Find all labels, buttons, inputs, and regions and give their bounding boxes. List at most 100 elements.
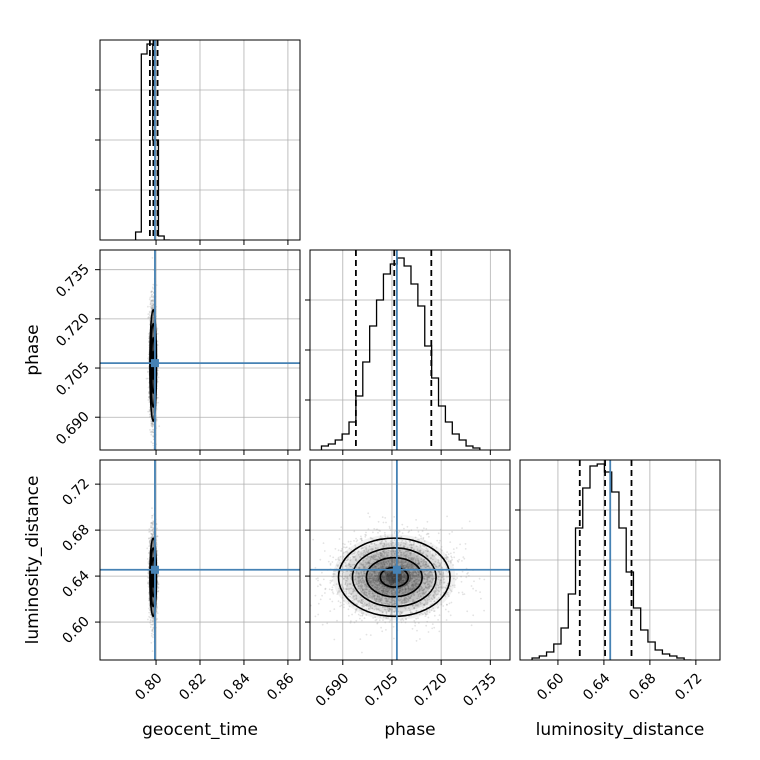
scatter-point [152,555,155,558]
scatter-point [152,395,155,398]
scatter-point [152,393,155,396]
scatter-point [150,536,153,539]
scatter-point [152,598,155,600]
scatter-point [147,391,150,393]
scatter-point [152,332,155,334]
scatter-point [156,550,159,552]
scatter-point [156,535,159,538]
scatter-point [152,394,155,397]
scatter-point [152,410,154,413]
scatter-point [152,332,155,335]
y-tick-label: 0.720 [53,310,93,350]
scatter-point [151,413,154,416]
scatter-point [147,386,150,389]
scatter-point [148,311,151,314]
scatter-point [152,608,155,611]
scatter-point [150,532,152,535]
scatter-point [152,332,155,335]
scatter-point [151,619,154,622]
scatter-point [152,329,155,332]
scatter-point [147,562,150,564]
scatter-point [152,597,154,599]
scatter-point [152,597,154,600]
scatter-point [150,291,153,294]
scatter-point [151,535,154,537]
scatter-point [152,409,155,412]
scatter-point [152,320,154,323]
scatter-point [148,408,151,411]
scatter-point [152,335,154,337]
scatter-point [148,409,151,412]
scatter-point [152,349,155,352]
scatter-point [156,554,159,557]
scatter-point [152,636,154,639]
scatter-point [157,583,160,585]
histogram-phase [320,257,481,450]
scatter-point [151,542,154,545]
scatter-point [152,544,155,547]
scatter-point [151,302,153,305]
scatter-point [147,572,150,574]
scatter-point [152,544,154,547]
scatter-point [147,581,150,584]
scatter-point [150,524,153,527]
scatter-point [147,371,149,374]
scatter-point [148,410,151,413]
scatter-point [152,380,155,382]
scatter-point [151,305,154,307]
scatter-point [152,319,154,322]
scatter-point [151,305,154,307]
scatter-point [155,427,158,429]
scatter-point [151,630,154,632]
scatter-point [152,415,155,418]
scatter-point [152,409,155,412]
scatter-point [152,555,155,558]
scatter-point [147,582,149,585]
scatter-point [152,528,155,531]
scatter-point [152,333,155,335]
scatter-point [152,409,155,412]
scatter-point [155,618,158,621]
scatter-point [152,334,154,337]
scatter-point [150,300,153,303]
scatter-point [152,588,155,591]
scatter-point [151,409,154,411]
scatter-point [152,555,154,558]
scatter-point [147,357,150,360]
scatter-point [157,587,160,589]
scatter-point [148,319,151,321]
scatter-point [155,523,158,525]
scatter-point [152,349,155,351]
scatter-point [152,283,155,286]
scatter-point [151,317,154,320]
scatter-point [149,536,152,539]
scatter-point [151,545,154,547]
scatter-point [152,314,155,317]
scatter-point [155,419,158,422]
scatter-point [150,536,153,539]
scatter-point [149,415,152,418]
scatter-point [152,410,154,413]
panel-0-0 [95,39,301,245]
scatter-point [151,430,154,433]
scatter-point [152,610,154,613]
scatter-point [157,376,160,379]
scatter-point [152,554,154,557]
scatter-point [152,531,155,533]
scatter-point [151,321,154,323]
scatter-point [148,531,151,533]
panel-content [134,40,170,240]
scatter-point [152,296,155,299]
scatter-point [152,526,154,529]
scatter-point [152,544,155,547]
scatter-point [151,425,154,427]
scatter-point [152,395,154,397]
scatter-point [152,553,155,556]
scatter-point [152,317,154,320]
gridlines [100,460,300,660]
scatter-point [149,305,152,308]
scatter-point [149,303,152,306]
scatter-point [152,542,155,545]
scatter-point [149,621,152,624]
scatter-point [148,528,151,530]
